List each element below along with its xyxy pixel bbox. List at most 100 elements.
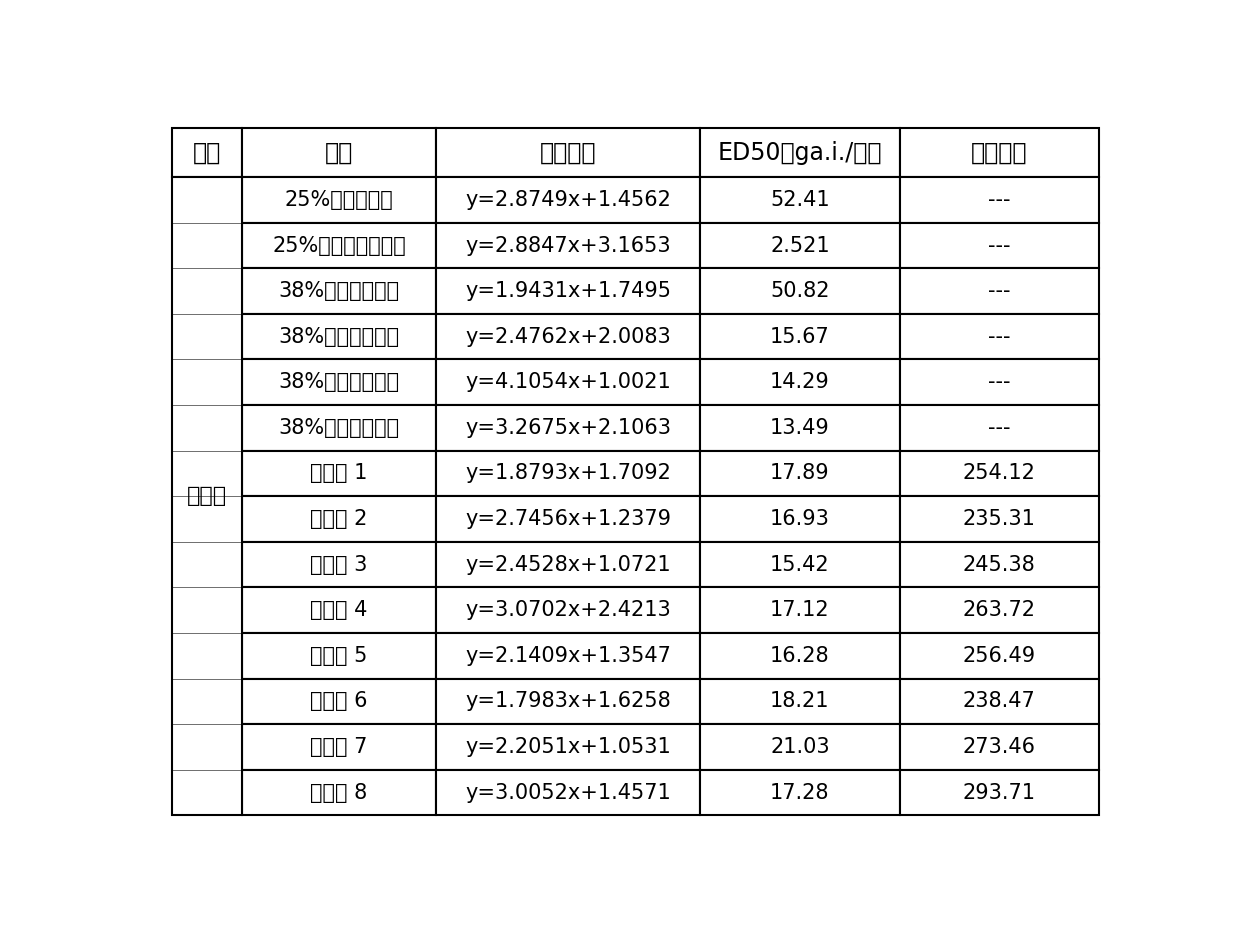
Text: 药剂: 药剂: [325, 140, 353, 164]
Bar: [242, 633, 436, 679]
Text: 38%西草净悬浮剂: 38%西草净悬浮剂: [279, 373, 399, 392]
Text: y=3.0702x+2.4213: y=3.0702x+2.4213: [465, 601, 671, 620]
Text: y=2.8749x+1.4562: y=2.8749x+1.4562: [465, 190, 671, 210]
Text: y=2.2051x+1.0531: y=2.2051x+1.0531: [465, 737, 671, 757]
Bar: [701, 542, 899, 587]
Bar: [899, 405, 1099, 451]
Bar: [242, 360, 436, 405]
Text: ---: ---: [988, 281, 1011, 301]
Text: 鸭跖草: 鸭跖草: [187, 487, 227, 506]
Text: y=4.1054x+1.0021: y=4.1054x+1.0021: [465, 373, 671, 392]
Text: 25%磺草灵干悬浮剂: 25%磺草灵干悬浮剂: [272, 235, 405, 256]
Text: y=2.8847x+3.1653: y=2.8847x+3.1653: [465, 235, 671, 256]
Bar: [436, 128, 701, 177]
Text: 18.21: 18.21: [770, 691, 830, 712]
Text: 238.47: 238.47: [962, 691, 1035, 712]
Text: y=1.9431x+1.7495: y=1.9431x+1.7495: [465, 281, 671, 301]
Text: 回归直线: 回归直线: [541, 140, 596, 164]
Bar: [899, 679, 1099, 724]
Bar: [701, 128, 899, 177]
Bar: [701, 268, 899, 314]
Bar: [701, 177, 899, 222]
Bar: [436, 314, 701, 360]
Text: 25%灭草松水剂: 25%灭草松水剂: [285, 190, 393, 210]
Bar: [899, 128, 1099, 177]
Text: 21.03: 21.03: [770, 737, 830, 757]
Bar: [436, 222, 701, 268]
Text: 17.28: 17.28: [770, 783, 830, 802]
Bar: [242, 222, 436, 268]
Text: 杂草: 杂草: [193, 140, 221, 164]
Bar: [436, 496, 701, 542]
Bar: [701, 496, 899, 542]
Text: 38%扑草净悬浮剂: 38%扑草净悬浮剂: [279, 327, 399, 347]
Bar: [436, 724, 701, 770]
Bar: [242, 587, 436, 633]
Bar: [436, 360, 701, 405]
Bar: [242, 405, 436, 451]
Bar: [899, 360, 1099, 405]
Bar: [242, 542, 436, 587]
Text: y=2.4528x+1.0721: y=2.4528x+1.0721: [465, 555, 671, 574]
Bar: [701, 770, 899, 815]
Text: 实施例 5: 实施例 5: [310, 645, 368, 666]
Bar: [242, 679, 436, 724]
Bar: [899, 496, 1099, 542]
Bar: [701, 724, 899, 770]
Text: 13.49: 13.49: [770, 417, 830, 438]
Bar: [701, 360, 899, 405]
Bar: [242, 770, 436, 815]
Text: 16.28: 16.28: [770, 645, 830, 666]
Bar: [172, 128, 242, 177]
Text: ED50（ga.i./亩）: ED50（ga.i./亩）: [718, 140, 882, 164]
Text: y=2.4762x+2.0083: y=2.4762x+2.0083: [465, 327, 671, 347]
Text: 38%环草津悬浮剂: 38%环草津悬浮剂: [279, 281, 399, 301]
Text: ---: ---: [988, 235, 1011, 256]
Bar: [436, 587, 701, 633]
Text: ---: ---: [988, 327, 1011, 347]
Bar: [701, 314, 899, 360]
Text: 254.12: 254.12: [962, 463, 1035, 484]
Bar: [242, 496, 436, 542]
Bar: [899, 770, 1099, 815]
Bar: [899, 587, 1099, 633]
Bar: [436, 542, 701, 587]
Text: 实施例 1: 实施例 1: [310, 463, 368, 484]
Bar: [242, 268, 436, 314]
Bar: [242, 451, 436, 496]
Text: 245.38: 245.38: [962, 555, 1035, 574]
Text: 263.72: 263.72: [962, 601, 1035, 620]
Text: 273.46: 273.46: [962, 737, 1035, 757]
Text: 16.93: 16.93: [770, 509, 830, 529]
Bar: [436, 770, 701, 815]
Text: y=1.8793x+1.7092: y=1.8793x+1.7092: [465, 463, 671, 484]
Text: 15.67: 15.67: [770, 327, 830, 347]
Text: 52.41: 52.41: [770, 190, 830, 210]
Bar: [899, 268, 1099, 314]
Bar: [436, 679, 701, 724]
Text: ---: ---: [988, 190, 1011, 210]
Bar: [172, 177, 242, 815]
Bar: [701, 679, 899, 724]
Text: 256.49: 256.49: [962, 645, 1035, 666]
Text: 共毒系数: 共毒系数: [971, 140, 1028, 164]
Bar: [242, 128, 436, 177]
Text: 14.29: 14.29: [770, 373, 830, 392]
Bar: [899, 177, 1099, 222]
Text: y=2.1409x+1.3547: y=2.1409x+1.3547: [465, 645, 671, 666]
Bar: [436, 451, 701, 496]
Text: 实施例 7: 实施例 7: [310, 737, 368, 757]
Bar: [436, 405, 701, 451]
Bar: [436, 177, 701, 222]
Text: ---: ---: [988, 417, 1011, 438]
Bar: [899, 542, 1099, 587]
Text: 15.42: 15.42: [770, 555, 830, 574]
Bar: [701, 405, 899, 451]
Bar: [899, 222, 1099, 268]
Bar: [242, 177, 436, 222]
Text: y=3.2675x+2.1063: y=3.2675x+2.1063: [465, 417, 671, 438]
Text: 2.521: 2.521: [770, 235, 830, 256]
Bar: [899, 451, 1099, 496]
Text: 50.82: 50.82: [770, 281, 830, 301]
Text: 实施例 6: 实施例 6: [310, 691, 368, 712]
